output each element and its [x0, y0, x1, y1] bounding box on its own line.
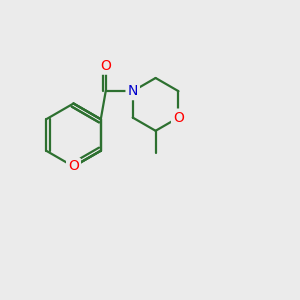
Text: O: O — [100, 59, 111, 73]
Text: N: N — [128, 84, 138, 98]
Text: O: O — [68, 160, 79, 173]
Text: O: O — [173, 111, 184, 124]
